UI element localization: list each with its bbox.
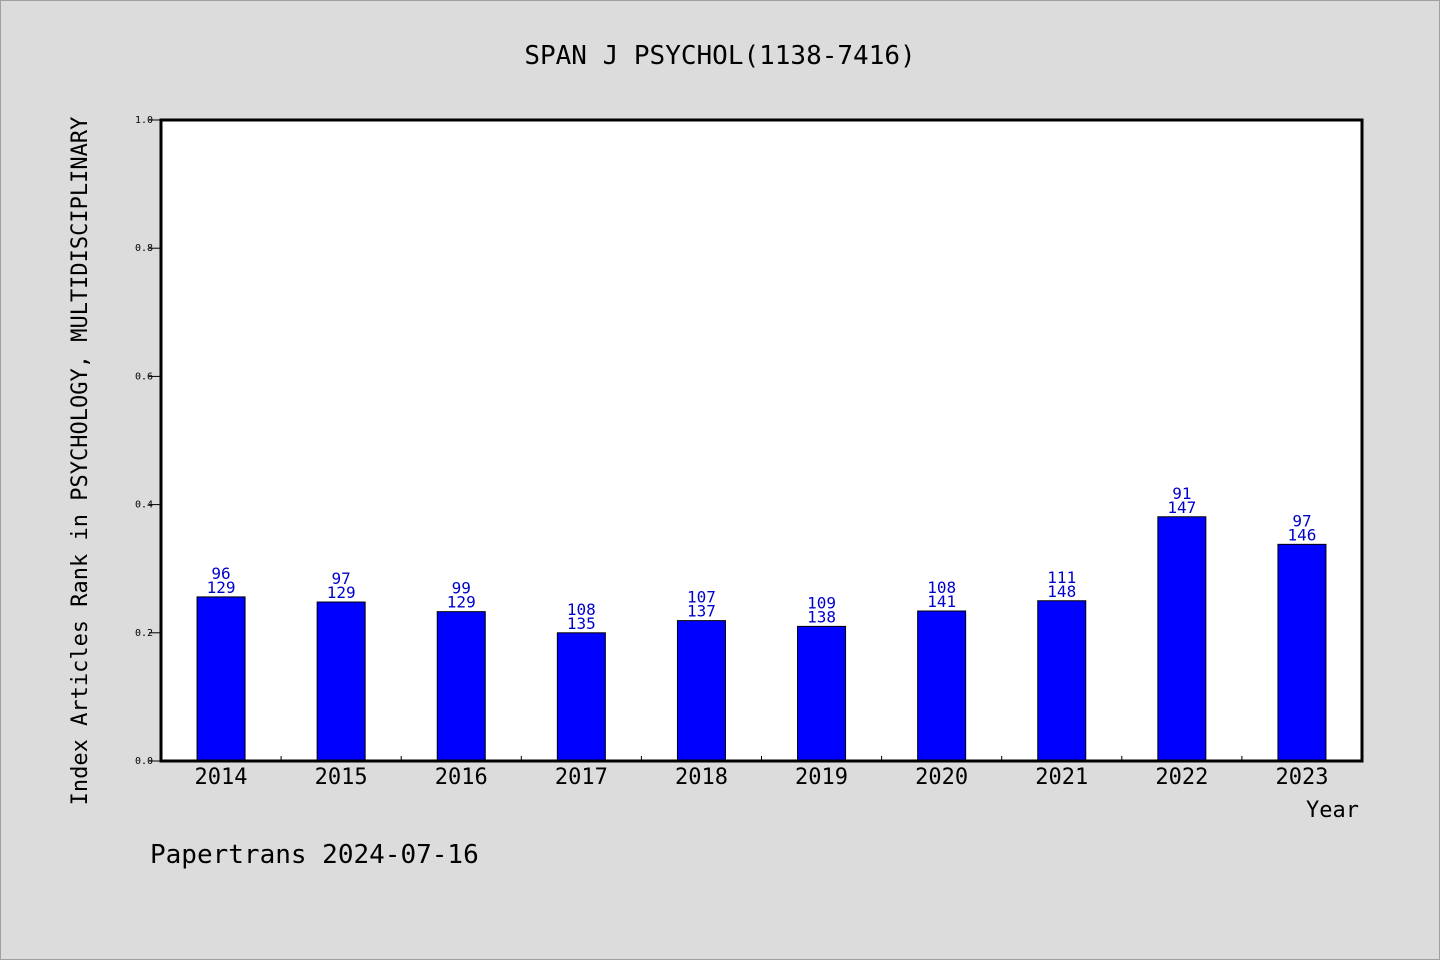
x-tick-label: 2019 — [795, 765, 848, 790]
bar-rank-label: 109 — [807, 593, 836, 612]
bar-2018 — [676, 620, 726, 762]
y-tick-label: 0.4 — [135, 500, 153, 511]
y-tick-label: 0.0 — [135, 756, 153, 767]
bar-rank-label: 111 — [1047, 568, 1076, 587]
ticks-layer: 0.0 0.2 0.4 0.6 0.8 1.0 2014 2015 2016 2017 2018 20… — [135, 115, 1329, 790]
y-tick-label: 0.2 — [135, 628, 153, 639]
x-axis-label: Year — [1306, 798, 1359, 823]
x-tick-label: 2017 — [555, 765, 608, 790]
y-tick-label: 0.6 — [135, 371, 153, 382]
bar-rank-label: 91 — [1172, 484, 1191, 503]
bar-2023 — [1277, 543, 1327, 762]
bar-2019 — [797, 625, 847, 762]
bar-total-label: 138 — [807, 607, 836, 626]
bar-rank-label: 96 — [211, 564, 230, 583]
bar-2020 — [917, 610, 967, 762]
bar-2016 — [436, 611, 486, 762]
bar-2014 — [196, 596, 246, 762]
bar-2022 — [1157, 516, 1207, 762]
bar-rank-label: 108 — [567, 600, 596, 619]
bar-total-label: 129 — [207, 578, 236, 597]
x-tick-label: 2023 — [1275, 765, 1328, 790]
x-tick-label: 2015 — [315, 765, 368, 790]
bar-total-label: 129 — [447, 593, 476, 612]
x-tick-label: 2021 — [1035, 765, 1088, 790]
bar-total-label: 141 — [927, 592, 956, 611]
bar-2015 — [316, 601, 366, 762]
y-tick-label: 1.0 — [135, 115, 153, 126]
x-tick-label: 2022 — [1155, 765, 1208, 790]
bar-total-label: 137 — [687, 602, 716, 621]
x-tick-label: 2018 — [675, 765, 728, 790]
bar-total-label: 129 — [327, 583, 356, 602]
y-tick-label: 0.8 — [135, 243, 153, 254]
bar-rank-label: 108 — [927, 578, 956, 597]
bar-total-label: 135 — [567, 614, 596, 633]
bar-2017 — [556, 632, 606, 762]
bar-total-label: 146 — [1287, 525, 1316, 544]
bar-2021 — [1037, 600, 1087, 762]
bar-rank-label: 99 — [452, 579, 471, 598]
bar-rank-label: 107 — [687, 588, 716, 607]
plot-frame — [159, 118, 1364, 763]
bar-total-label: 147 — [1167, 498, 1196, 517]
x-tick-label: 2020 — [915, 765, 968, 790]
x-tick-label: 2016 — [435, 765, 488, 790]
bar-rank-label: 97 — [1292, 511, 1311, 530]
footer-watermark: Papertrans 2024-07-16 — [150, 840, 479, 870]
bar-rank-label: 97 — [332, 569, 351, 588]
y-axis-label: Index Articles Rank in PSYCHOLOGY, MULTI… — [68, 117, 93, 806]
bar-total-label: 148 — [1047, 582, 1076, 601]
x-tick-label: 2014 — [195, 765, 248, 790]
chart-title: SPAN J PSYCHOL(1138-7416) — [524, 41, 915, 71]
